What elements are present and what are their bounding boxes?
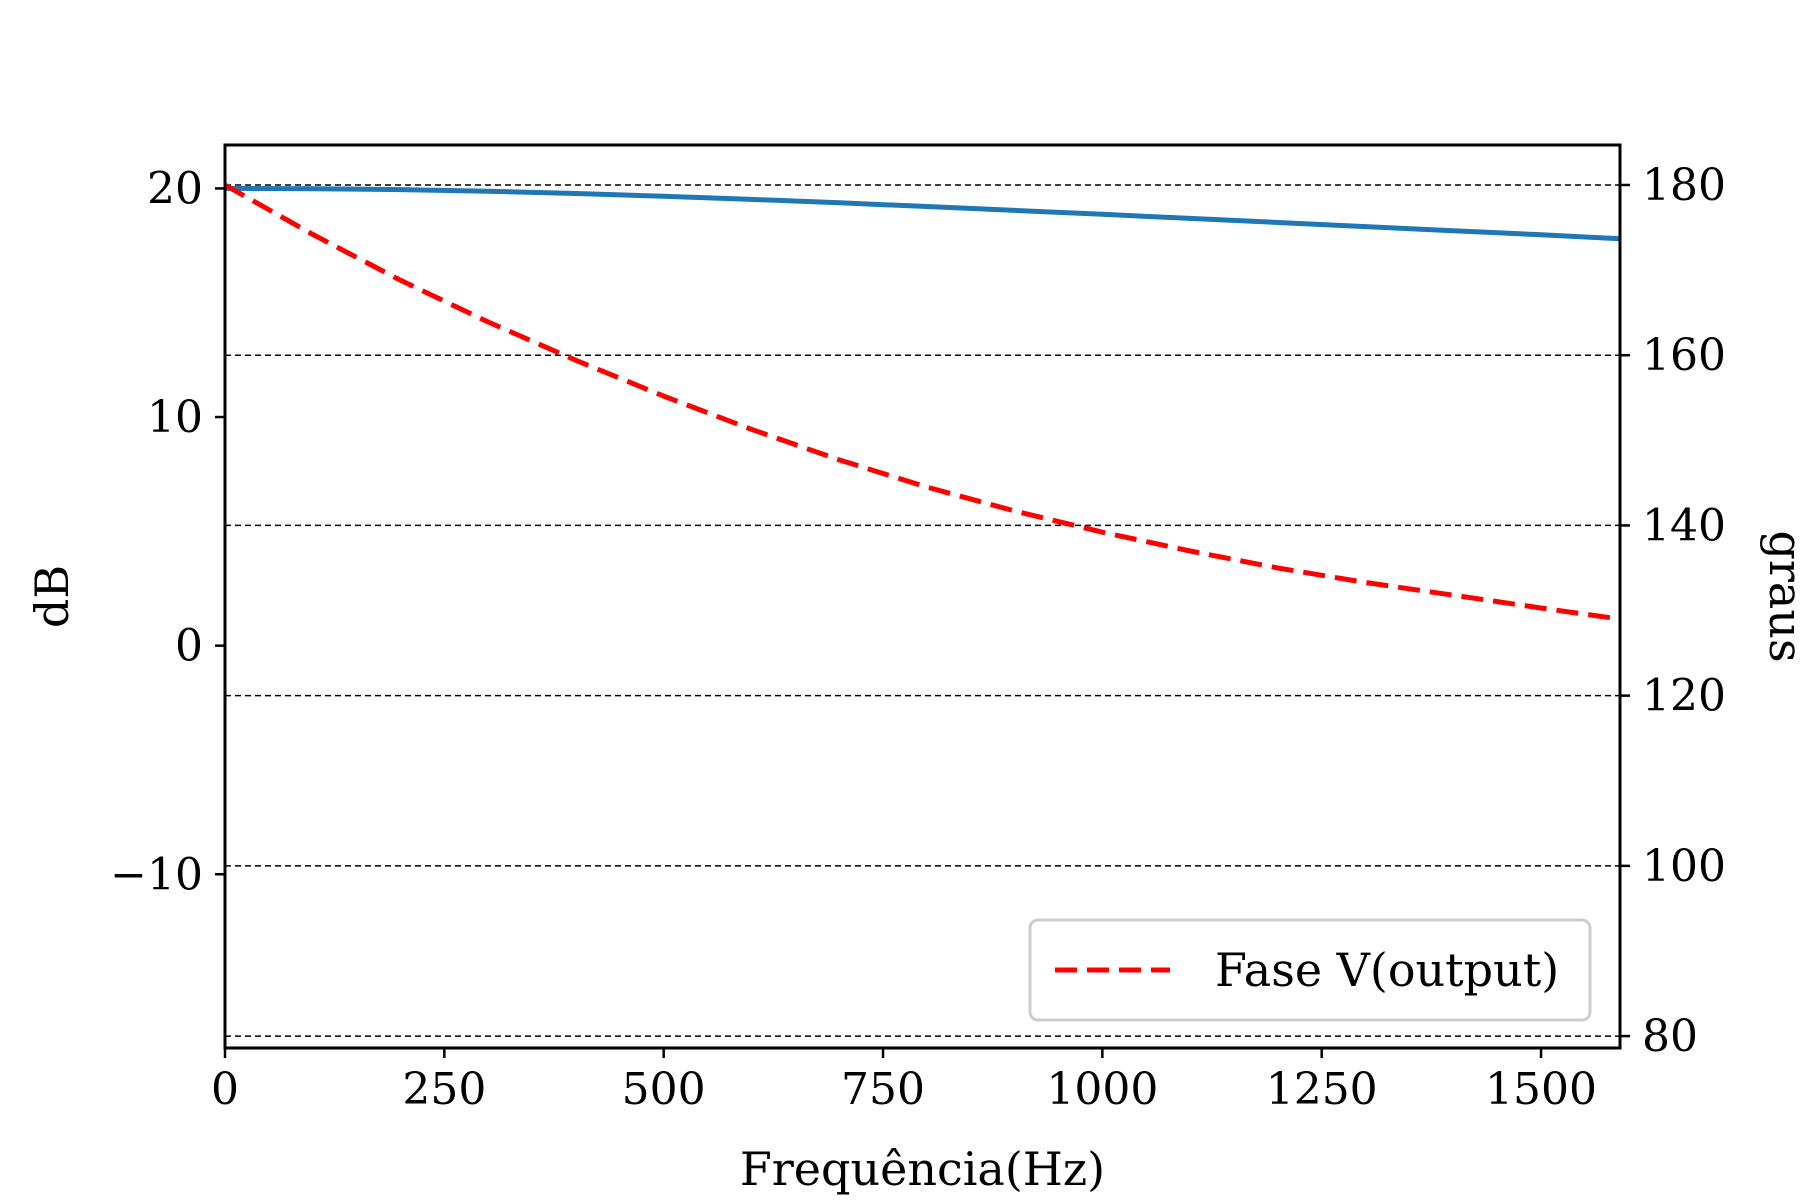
x-tick-label-6: 1500 [1485,1064,1597,1115]
left-y-tick-label-0: 20 [147,163,203,214]
x-tick-label-3: 750 [841,1064,925,1115]
x-tick-label-4: 1000 [1046,1064,1158,1115]
left-y-tick-label-3: −10 [110,849,203,900]
series-line-fase [223,182,1621,622]
plot-series [223,182,1621,622]
series-line-magnitude [224,185,1621,242]
x-axis-ticks: 0 250 500 750 1000 1250 1500 [211,1048,1597,1115]
x-tick-label-1: 250 [402,1064,486,1115]
left-y-tick-label-2: 0 [175,621,203,672]
right-y-tick-label-2: 140 [1642,500,1726,551]
left-y-axis-title: dB [25,565,79,628]
right-y-axis-title: graus [1759,530,1800,662]
x-axis-title: Frequência(Hz) [740,1142,1105,1196]
legend: Fase V(output) [1028,918,1592,1022]
right-y-tick-label-4: 100 [1642,841,1726,892]
left-y-axis-ticks: 20 10 0 −10 [110,163,225,900]
x-tick-label-2: 500 [622,1064,706,1115]
x-tick-label-0: 0 [211,1064,239,1115]
left-y-tick-label-1: 10 [147,392,203,443]
legend-box [1028,918,1592,1022]
right-y-tick-label-0: 180 [1642,160,1726,211]
right-y-tick-label-3: 120 [1642,671,1726,722]
right-y-tick-label-5: 80 [1642,1011,1698,1062]
right-y-axis-ticks: 180 160 140 120 100 80 [1620,160,1726,1062]
plot-frame [223,143,1622,1050]
right-y-tick-label-1: 160 [1642,330,1726,381]
grid-lines [225,184,1620,1037]
legend-label-fase: Fase V(output) [1215,943,1559,997]
x-tick-label-5: 1250 [1266,1064,1378,1115]
